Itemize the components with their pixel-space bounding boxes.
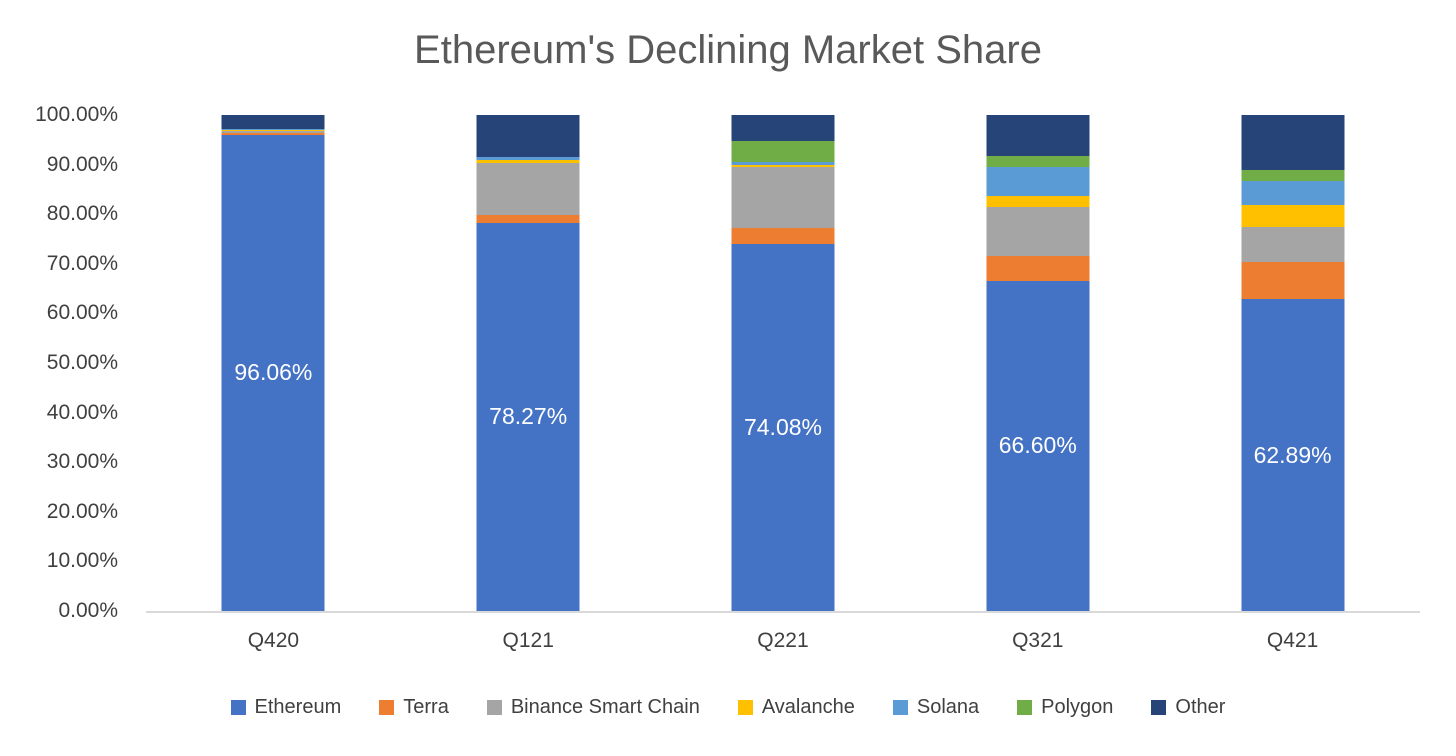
bar-column-q121: 78.27% [476, 115, 580, 611]
category-slot-q121: 78.27% Q121 [401, 115, 656, 652]
bar-segment-terra [1241, 261, 1345, 300]
bar-value-label: 62.89% [1253, 441, 1332, 468]
bar-segment-solana [1241, 181, 1345, 205]
legend-label: Solana [916, 696, 980, 718]
legend-item-other: Other [1151, 696, 1225, 719]
bar-segment-ethereum: 62.89% [1241, 299, 1345, 611]
bar-segment-binance-smart-chain [986, 206, 1090, 256]
bar-segment-polygon [1241, 170, 1345, 182]
legend-label: Avalanche [761, 696, 855, 718]
bar-segment-avalanche [986, 195, 1090, 207]
bar-segment-binance-smart-chain [731, 167, 835, 228]
legend-swatch-icon [1017, 700, 1033, 715]
bar-segment-binance-smart-chain [221, 129, 325, 133]
bar-column-q420: 96.06% [221, 115, 325, 611]
y-tick-label: 60.00% [46, 301, 118, 325]
legend-swatch-icon [379, 700, 395, 715]
legend-swatch-icon [892, 700, 908, 715]
y-tick-label: 30.00% [46, 450, 118, 474]
bar-segment-solana [731, 162, 835, 166]
bar-column-q321: 66.60% [986, 115, 1090, 611]
bar-segment-ethereum: 78.27% [476, 222, 580, 611]
x-tick-label: Q221 [757, 629, 809, 652]
bar-segment-ethereum: 96.06% [221, 134, 325, 611]
y-tick-label: 40.00% [46, 400, 118, 424]
category-slot-q421: 62.89% Q421 [1165, 115, 1420, 652]
legend-item-solana: Solana [892, 696, 980, 719]
bar-segment-other [731, 115, 835, 142]
y-tick-label: 20.00% [46, 499, 118, 523]
legend: Ethereum Terra Binance Smart Chain Avalanch… [0, 696, 1456, 719]
legend-item-terra: Terra [379, 696, 449, 719]
x-tick-label: Q321 [1012, 629, 1064, 652]
category-slot-q420: 96.06% Q420 [146, 115, 401, 652]
y-tick-label: 10.00% [46, 549, 118, 573]
bar-segment-avalanche [731, 165, 835, 168]
legend-swatch-icon [486, 700, 502, 715]
x-tick-label: Q121 [502, 629, 554, 652]
x-tick-label: Q421 [1266, 629, 1319, 652]
legend-item-binance-smart-chain: Binance Smart Chain [486, 696, 700, 719]
bar-segment-terra [731, 227, 835, 244]
legend-item-polygon: Polygon [1017, 696, 1113, 719]
y-tick-label: 90.00% [46, 152, 118, 176]
bar-value-label: 74.08% [743, 413, 822, 440]
bar-value-label: 66.60% [998, 432, 1077, 459]
bar-segment-binance-smart-chain [476, 162, 580, 215]
y-tick-label: 0.00% [58, 599, 118, 622]
legend-swatch-icon [230, 700, 246, 715]
legend-swatch-icon [1151, 700, 1167, 715]
legend-item-ethereum: Ethereum [230, 696, 342, 719]
category-slot-q221: 74.08% Q221 [656, 115, 911, 652]
bar-segment-binance-smart-chain [1241, 226, 1345, 262]
legend-label: Polygon [1041, 696, 1114, 718]
bar-column-q421: 62.89% [1241, 115, 1345, 611]
bar-segment-avalanche [476, 159, 580, 163]
bar-segment-avalanche [1241, 204, 1345, 227]
bar-column-q221: 74.08% [731, 115, 835, 611]
bar-segment-solana [221, 128, 325, 130]
plot-area: 96.06% Q420 78.27% Q121 74.08% Q221 66.60% Q321… [146, 115, 1420, 652]
bar-segment-ethereum: 66.60% [986, 280, 1090, 611]
x-tick-label: Q420 [247, 629, 300, 652]
category-slot-q321: 66.60% Q321 [910, 115, 1165, 652]
bar-segment-solana [476, 156, 580, 160]
bar-segment-terra [986, 255, 1090, 281]
bar-segment-other [476, 115, 580, 157]
legend-label: Ethereum [254, 696, 342, 718]
bar-segment-polygon [731, 141, 835, 163]
bar-segment-other [221, 115, 325, 129]
bar-segment-solana [986, 166, 1090, 196]
y-tick-label: 50.00% [46, 351, 118, 374]
bar-value-label: 78.27% [489, 403, 568, 430]
bar-segment-polygon [986, 155, 1090, 167]
legend-label: Terra [403, 696, 449, 718]
y-tick-label: 100.00% [35, 103, 118, 126]
y-axis: 100.00% 90.00% 80.00% 70.00% 60.00% 50.00% 40.… [0, 103, 122, 622]
legend-label: Other [1175, 696, 1226, 718]
bar-segment-terra [221, 132, 325, 135]
bar-value-label: 96.06% [234, 359, 313, 386]
chart-title: Ethereum's Declining Market Share [414, 28, 1042, 72]
bar-segment-ethereum: 74.08% [731, 243, 835, 611]
y-tick-label: 70.00% [46, 251, 118, 275]
y-tick-label: 80.00% [46, 202, 118, 226]
legend-label: Binance Smart Chain [510, 696, 700, 718]
legend-swatch-icon [737, 700, 753, 715]
bar-segment-terra [476, 214, 580, 223]
bar-segment-other [1241, 115, 1345, 171]
legend-item-avalanche: Avalanche [737, 696, 855, 719]
bar-segment-other [986, 115, 1090, 156]
